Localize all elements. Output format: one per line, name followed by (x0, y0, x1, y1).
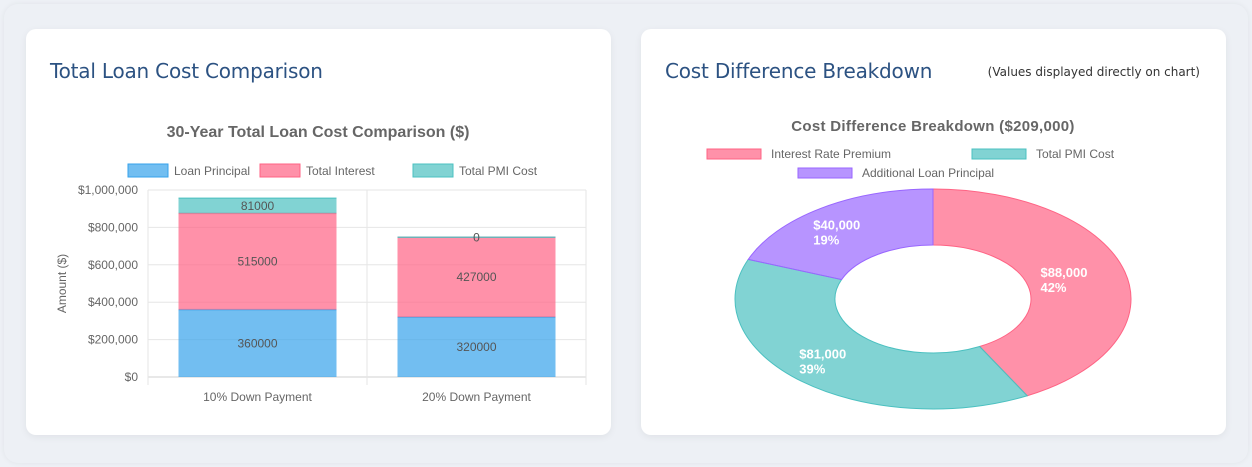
y-axis-label: Amount ($) (55, 254, 69, 313)
legend-label: Total Interest (306, 164, 375, 178)
bar-segment (178, 309, 337, 377)
bar-segment (178, 213, 337, 310)
legend-label: Interest Rate Premium (771, 147, 891, 161)
legend-label: Additional Loan Principal (862, 166, 994, 180)
y-tick-label: $800,000 (88, 220, 138, 234)
slice-value-label: $88,000 (1040, 265, 1087, 280)
legend-label: Total PMI Cost (459, 164, 538, 178)
bar-segment (397, 317, 556, 377)
legend-swatch (259, 163, 301, 178)
card-title: Total Loan Cost Comparison (50, 59, 323, 83)
donut-slice (932, 188, 1132, 397)
slice-percent-label: 42% (1040, 280, 1066, 295)
bar-value-label: 427000 (456, 270, 496, 284)
y-tick-label: $0 (125, 370, 139, 384)
x-tick-label: 20% Down Payment (422, 390, 531, 404)
y-tick-label: $600,000 (88, 258, 138, 272)
stacked-bar-chart: 30-Year Total Loan Cost Comparison ($) Lo… (55, 124, 587, 404)
x-tick-label: 10% Down Payment (203, 390, 312, 404)
chart-title: 30-Year Total Loan Cost Comparison ($) (167, 124, 470, 141)
legend-swatch (127, 163, 169, 178)
slice-percent-label: 39% (799, 362, 825, 377)
bar-segment (397, 237, 556, 318)
donut-chart: Cost Difference Breakdown ($209,000) Inte… (706, 118, 1132, 410)
legend-label: Loan Principal (174, 164, 250, 178)
bar-value-label: 0 (473, 230, 480, 244)
legend-swatch (706, 148, 762, 160)
slice-percent-label: 19% (813, 232, 839, 247)
total-loan-cost-card: Total Loan Cost Comparison 30-Year Total… (26, 29, 611, 435)
legend-swatch (797, 167, 853, 179)
chart-title: Cost Difference Breakdown ($209,000) (791, 118, 1074, 135)
card-note: (Values displayed directly on chart) (987, 65, 1200, 79)
y-tick-label: $200,000 (88, 333, 138, 347)
bar-value-label: 320000 (456, 340, 496, 354)
cost-difference-card: Cost Difference Breakdown (Values displa… (641, 29, 1226, 435)
bar-segment (178, 198, 337, 214)
slice-value-label: $81,000 (799, 347, 846, 362)
legend-swatch (412, 163, 454, 178)
bar-value-label: 515000 (237, 255, 277, 269)
y-tick-label: $400,000 (88, 295, 138, 309)
card-title: Cost Difference Breakdown (665, 59, 933, 83)
legend-swatch (971, 148, 1027, 160)
y-tick-label: $1,000,000 (78, 183, 138, 197)
legend-label: Total PMI Cost (1036, 147, 1115, 161)
donut-slice (734, 258, 1029, 410)
donut-slice (747, 188, 934, 281)
slice-value-label: $40,000 (813, 217, 860, 232)
bar-value-label: 360000 (237, 336, 277, 350)
bar-value-label: 81000 (241, 199, 275, 213)
